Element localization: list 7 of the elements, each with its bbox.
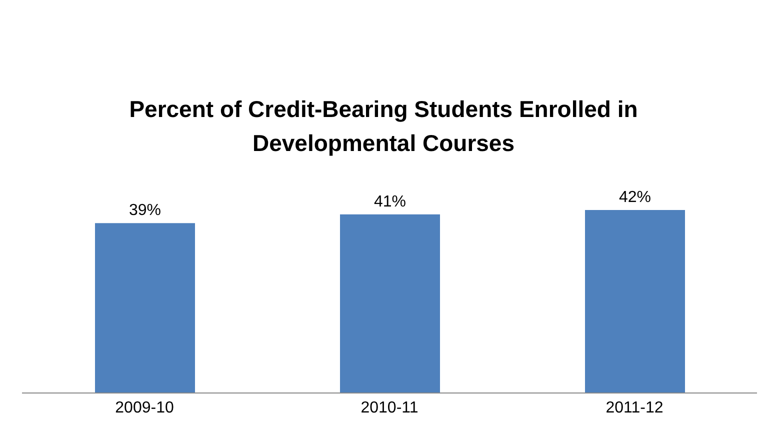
data-label: 42% — [618, 189, 652, 206]
chart-title: Percent of Credit-Bearing Students Enrolled in Developmental Courses — [128, 95, 639, 158]
data-label: 39% — [128, 202, 162, 220]
x-tick-label: 2010-11 — [360, 399, 418, 416]
x-tick-label: 2011-12 — [606, 399, 664, 416]
data-label: 41% — [374, 193, 406, 210]
x-tick-label: 2009-10 — [115, 399, 174, 416]
